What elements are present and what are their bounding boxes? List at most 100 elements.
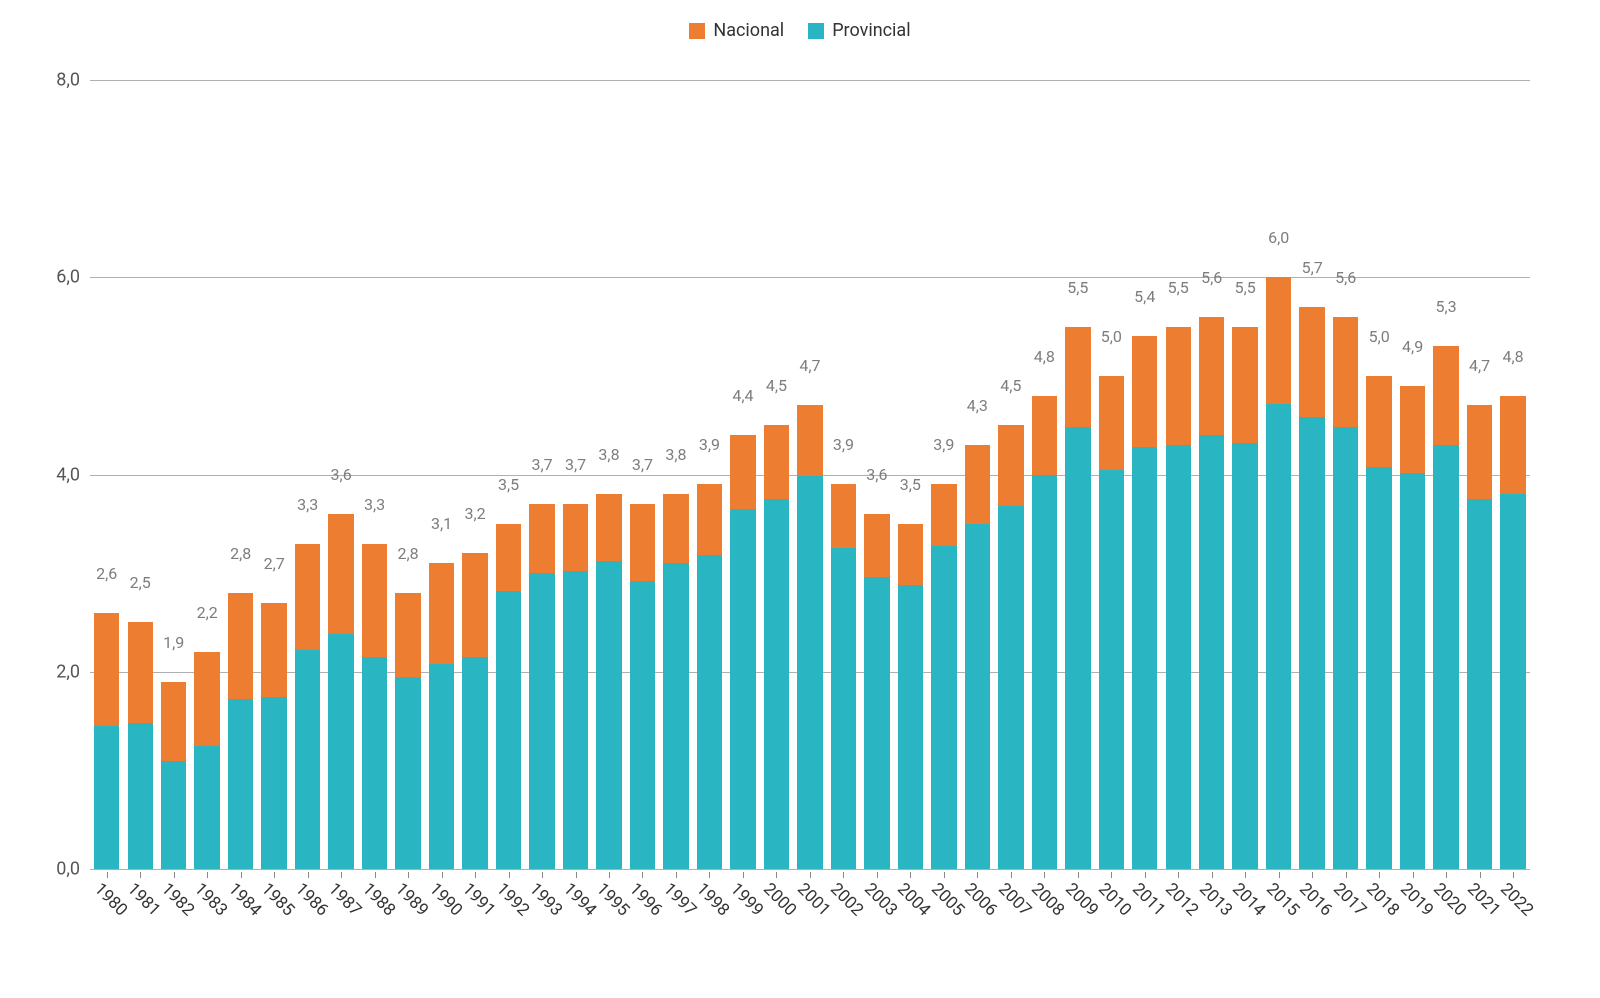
bar-total-label: 4,7 [1469, 356, 1490, 375]
bar-slot: 4,7 [1463, 80, 1496, 869]
bar-provincial [898, 585, 923, 869]
bars-area: 2,62,51,92,22,82,73,33,63,32,83,13,23,53… [90, 80, 1530, 869]
bar-slot: 3,5 [492, 80, 525, 869]
bar-total-label: 2,8 [230, 544, 251, 563]
bar-slot: 5,4 [1128, 80, 1161, 869]
bar-total-label: 3,7 [531, 455, 552, 474]
bar-total-label: 6,0 [1268, 228, 1289, 247]
x-tick-mark [375, 872, 376, 878]
bar-slot: 4,8 [1028, 80, 1061, 869]
bar-nacional [496, 524, 521, 591]
bar-slot: 2,8 [224, 80, 257, 869]
x-tick-slot: 1993 [525, 872, 558, 972]
bar-total-label: 2,2 [197, 603, 218, 622]
bar-provincial [1099, 470, 1124, 869]
x-tick-mark [274, 872, 275, 878]
x-tick-slot: 1998 [693, 872, 726, 972]
x-tick-mark [408, 872, 409, 878]
bar-slot: 6,0 [1262, 80, 1295, 869]
bar-provincial [228, 699, 253, 869]
bar-slot: 3,9 [827, 80, 860, 869]
bar-provincial [1065, 427, 1090, 869]
bar-total-label: 5,5 [1067, 278, 1088, 297]
bar-provincial [697, 555, 722, 869]
bar-slot: 3,5 [894, 80, 927, 869]
bar-provincial [429, 664, 454, 869]
x-tick-slot: 1982 [157, 872, 190, 972]
bar-provincial [529, 573, 554, 869]
bar-nacional [1333, 317, 1358, 427]
bar-provincial [328, 634, 353, 869]
y-tick-label: 2,0 [40, 661, 80, 682]
bar-total-label: 4,7 [799, 356, 820, 375]
y-tick-label: 8,0 [40, 70, 80, 91]
plot-area: 0,02,04,06,08,02,62,51,92,22,82,73,33,63… [90, 80, 1530, 870]
bar-nacional [261, 603, 286, 698]
bar-provincial [630, 581, 655, 869]
x-tick-mark [1513, 872, 1514, 878]
bar-provincial [730, 509, 755, 869]
bar-nacional [1366, 376, 1391, 467]
bar-provincial [797, 476, 822, 869]
x-tick-slot: 2005 [927, 872, 960, 972]
bar-total-label: 4,3 [967, 396, 988, 415]
x-tick-slot: 2020 [1429, 872, 1462, 972]
bar-provincial [1132, 447, 1157, 869]
x-tick-mark [642, 872, 643, 878]
bar-total-label: 5,6 [1201, 268, 1222, 287]
bar-nacional [630, 504, 655, 581]
x-tick-slot: 2015 [1262, 872, 1295, 972]
bar-nacional [1467, 405, 1492, 499]
x-tick-mark [1111, 872, 1112, 878]
bar-nacional [931, 484, 956, 545]
bar-slot: 3,1 [425, 80, 458, 869]
bar-provincial [596, 561, 621, 869]
bar-slot: 2,6 [90, 80, 123, 869]
bar-slot: 4,5 [760, 80, 793, 869]
x-tick-slot: 1981 [123, 872, 156, 972]
bar-slot: 3,7 [559, 80, 592, 869]
x-tick-slot: 1986 [291, 872, 324, 972]
x-tick-mark [241, 872, 242, 878]
bar-slot: 3,9 [927, 80, 960, 869]
bar-total-label: 3,8 [598, 445, 619, 464]
bar-provincial [864, 577, 889, 869]
bar-total-label: 5,4 [1134, 287, 1155, 306]
bar-provincial [1500, 494, 1525, 869]
bar-nacional [194, 652, 219, 746]
x-tick-mark [743, 872, 744, 878]
bar-nacional [1132, 336, 1157, 446]
bar-slot: 5,0 [1362, 80, 1395, 869]
bar-slot: 5,3 [1429, 80, 1462, 869]
x-tick-slot: 2000 [760, 872, 793, 972]
bar-slot: 4,7 [793, 80, 826, 869]
bar-total-label: 2,5 [130, 573, 151, 592]
bar-slot: 2,8 [391, 80, 424, 869]
bar-nacional [462, 553, 487, 657]
bar-nacional [1166, 327, 1191, 445]
x-tick-mark [1078, 872, 1079, 878]
x-tick-slot: 2021 [1463, 872, 1496, 972]
bar-total-label: 5,7 [1302, 258, 1323, 277]
bar-nacional [898, 524, 923, 585]
bar-total-label: 3,6 [331, 465, 352, 484]
bar-provincial [496, 591, 521, 869]
bar-slot: 4,3 [961, 80, 994, 869]
bar-nacional [1065, 327, 1090, 428]
x-tick-slot: 1996 [626, 872, 659, 972]
bar-provincial [462, 657, 487, 869]
bar-slot: 3,9 [693, 80, 726, 869]
bar-nacional [697, 484, 722, 555]
bar-nacional [1400, 386, 1425, 473]
bar-nacional [1032, 396, 1057, 475]
bar-provincial [563, 571, 588, 869]
x-tick-mark [341, 872, 342, 878]
x-tick-slot: 1985 [257, 872, 290, 972]
bar-total-label: 4,5 [1000, 376, 1021, 395]
x-tick-slot: 1989 [391, 872, 424, 972]
x-tick-mark [207, 872, 208, 878]
bar-slot: 1,9 [157, 80, 190, 869]
x-tick-slot: 1987 [324, 872, 357, 972]
bar-slot: 4,5 [994, 80, 1027, 869]
x-tick-mark [308, 872, 309, 878]
